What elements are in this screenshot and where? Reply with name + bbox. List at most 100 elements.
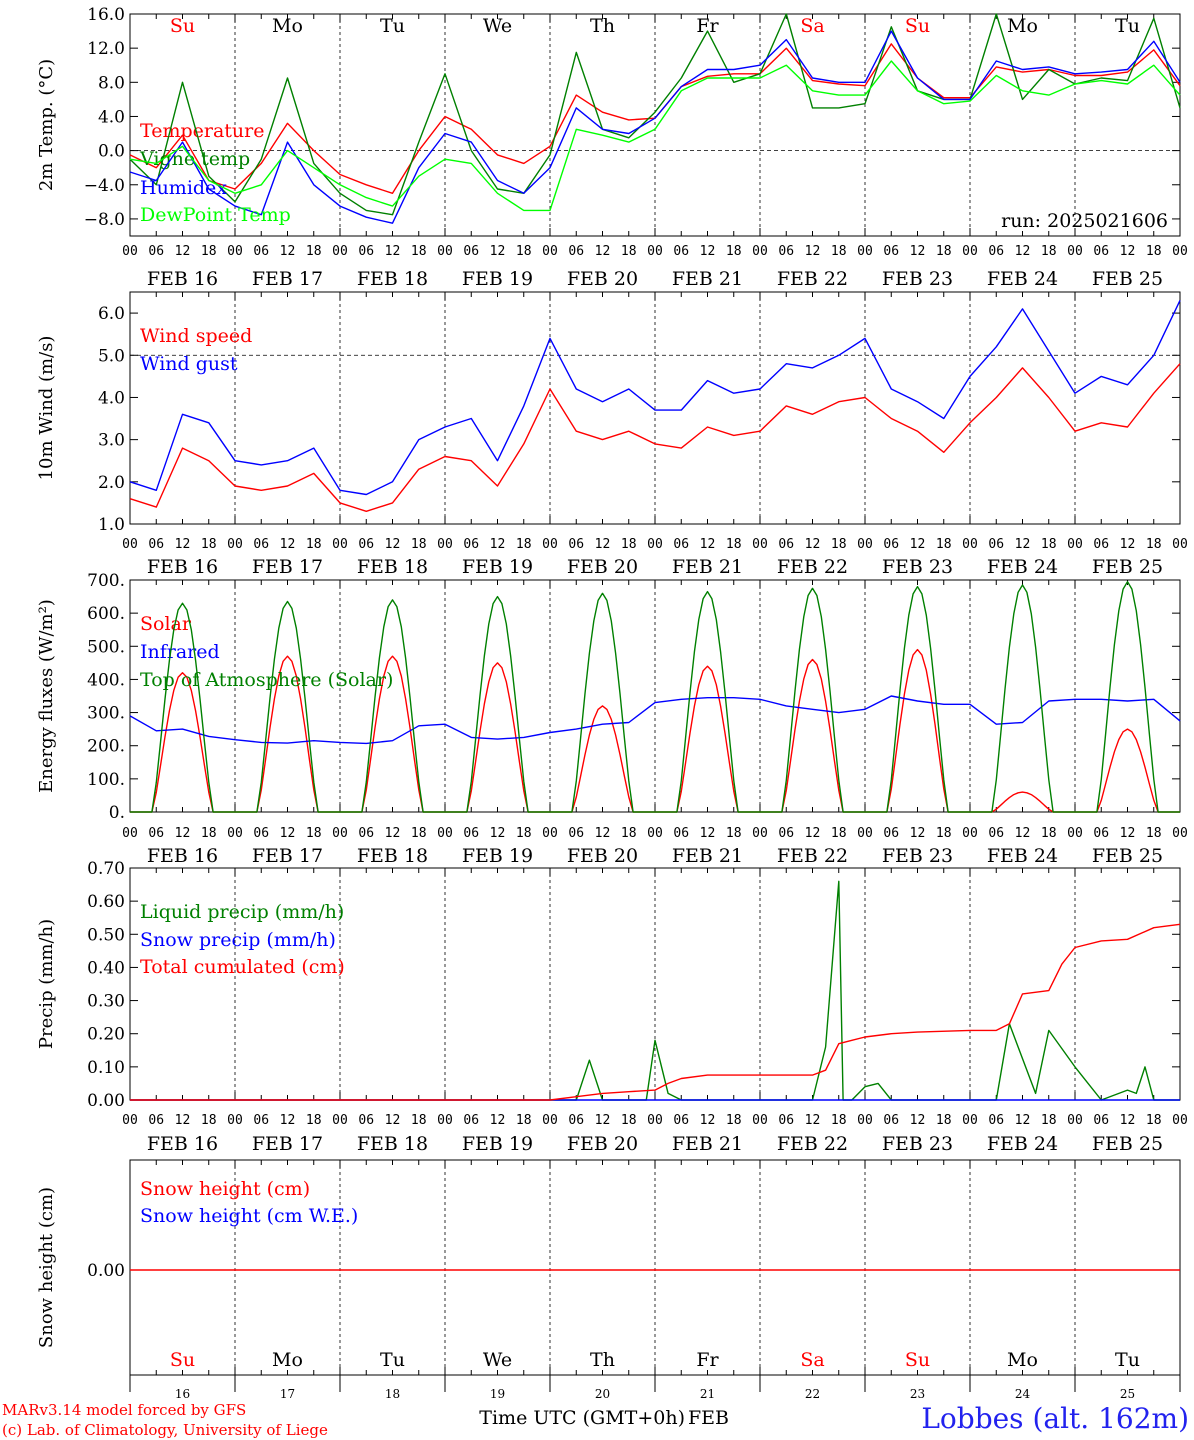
series-line-3 — [129, 60, 1181, 212]
hour-label: 00 — [857, 244, 873, 259]
hour-label: 06 — [883, 537, 899, 552]
hour-label: 00 — [857, 537, 873, 552]
bottom-day-number: 22 — [805, 1387, 820, 1401]
hour-label: 12 — [700, 244, 716, 259]
time-axis-title: Time UTC (GMT+0h) — [479, 1407, 685, 1429]
hour-label: 06 — [358, 826, 374, 841]
hour-label: 00 — [1172, 537, 1188, 552]
hour-label: 06 — [463, 826, 479, 841]
hour-label: 00 — [647, 244, 663, 259]
y-tick-label: 1.0 — [98, 515, 125, 535]
hour-label: 00 — [122, 244, 138, 259]
hour-label: 18 — [726, 1113, 742, 1128]
hour-label: 18 — [306, 826, 322, 841]
legend-1: Vigne temp — [139, 148, 250, 170]
date-label: FEB 22 — [777, 268, 848, 290]
hour-label: 00 — [122, 826, 138, 841]
y-axis-title: 2m Temp. (°C) — [36, 59, 57, 191]
date-label: FEB 16 — [147, 556, 218, 578]
date-label: FEB 21 — [672, 845, 743, 867]
hour-label: 06 — [358, 537, 374, 552]
y-tick-label: 0.0 — [98, 142, 125, 162]
hour-label: 00 — [437, 244, 453, 259]
date-label: FEB 18 — [357, 268, 428, 290]
date-label: FEB 20 — [567, 845, 638, 867]
date-label: FEB 24 — [987, 845, 1058, 867]
day-name-label: Sa — [800, 1349, 824, 1371]
hour-label: 00 — [647, 1113, 663, 1128]
hour-label: 06 — [673, 826, 689, 841]
date-label: FEB 23 — [882, 556, 953, 578]
hour-label: 12 — [1120, 537, 1136, 552]
hour-label: 12 — [385, 244, 401, 259]
day-name-label: Su — [170, 15, 195, 37]
hour-label: 18 — [726, 537, 742, 552]
hour-label: 06 — [1093, 826, 1109, 841]
hour-label: 18 — [621, 244, 637, 259]
hour-label: 18 — [621, 826, 637, 841]
hour-label: 06 — [148, 537, 164, 552]
bottom-day-number: 25 — [1120, 1387, 1135, 1401]
day-name-label: Mo — [1007, 15, 1038, 37]
y-tick-label: 0.40 — [87, 958, 125, 978]
hour-label: 18 — [1146, 1113, 1162, 1128]
hour-label: 06 — [988, 537, 1004, 552]
bottom-day-number: 16 — [175, 1387, 190, 1401]
hour-label: 12 — [175, 826, 191, 841]
hour-label: 06 — [148, 826, 164, 841]
y-tick-label: 300. — [87, 704, 125, 724]
hour-label: 12 — [280, 537, 296, 552]
day-name-label: Su — [170, 1349, 195, 1371]
y-tick-label: 5.0 — [98, 346, 125, 366]
y-tick-label: −8.0 — [84, 210, 125, 230]
series-line-2 — [129, 30, 1181, 224]
y-tick-label: 0.60 — [87, 892, 125, 912]
date-label: FEB 18 — [357, 556, 428, 578]
date-label: FEB 21 — [672, 556, 743, 578]
hour-label: 12 — [805, 826, 821, 841]
hour-label: 12 — [1120, 1113, 1136, 1128]
hour-label: 06 — [883, 244, 899, 259]
y-tick-label: 500. — [87, 637, 125, 657]
date-label: FEB 19 — [462, 556, 533, 578]
hour-label: 18 — [411, 244, 427, 259]
hour-label: 00 — [1172, 826, 1188, 841]
hour-label: 06 — [673, 537, 689, 552]
series-line-0 — [129, 363, 1181, 512]
date-label: FEB 16 — [147, 1133, 218, 1155]
hour-label: 12 — [1015, 1113, 1031, 1128]
hour-label: 12 — [1120, 826, 1136, 841]
bottom-day-number: 23 — [910, 1387, 925, 1401]
hour-label: 00 — [227, 244, 243, 259]
hour-label: 18 — [201, 1113, 217, 1128]
hour-label: 06 — [778, 244, 794, 259]
hour-label: 06 — [463, 1113, 479, 1128]
day-name-label: Su — [905, 15, 930, 37]
legend-0: Temperature — [140, 120, 264, 142]
legend-0: Solar — [140, 613, 192, 635]
hour-label: 06 — [1093, 244, 1109, 259]
hour-label: 00 — [962, 537, 978, 552]
hour-label: 06 — [673, 1113, 689, 1128]
y-tick-label: 6.0 — [98, 304, 125, 324]
date-label: FEB 17 — [252, 845, 323, 867]
hour-label: 00 — [122, 537, 138, 552]
hour-label: 12 — [1015, 826, 1031, 841]
footer: MARv3.14 model forced by GFS (c) Lab. of… — [2, 1401, 1189, 1439]
day-name-label: Fr — [696, 1349, 719, 1371]
hour-label: 06 — [883, 826, 899, 841]
legend-3: DewPoint Temp — [140, 204, 291, 226]
hour-label: 12 — [910, 1113, 926, 1128]
hour-label: 06 — [568, 537, 584, 552]
hour-label: 18 — [936, 1113, 952, 1128]
hour-label: 00 — [1172, 1113, 1188, 1128]
bottom-day-number: 19 — [490, 1387, 505, 1401]
date-label: FEB 20 — [567, 268, 638, 290]
date-label: FEB 22 — [777, 556, 848, 578]
date-label: FEB 18 — [357, 1133, 428, 1155]
hour-label: 18 — [1041, 244, 1057, 259]
hour-label: 00 — [857, 1113, 873, 1128]
hour-label: 12 — [595, 1113, 611, 1128]
day-name-label: Tu — [380, 15, 405, 37]
date-label: FEB 19 — [462, 268, 533, 290]
